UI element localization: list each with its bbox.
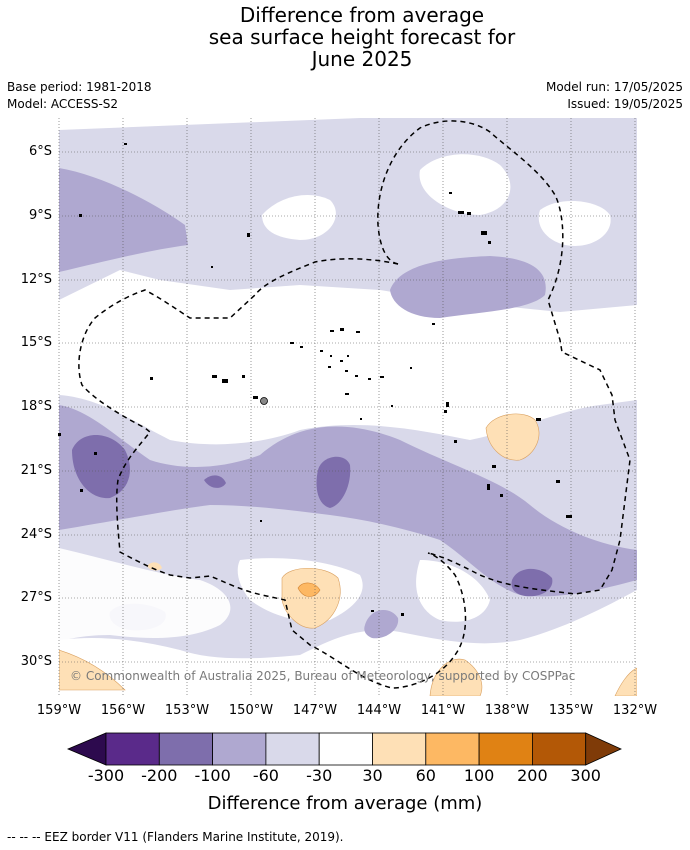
colorbar-bin-7: [425, 732, 480, 766]
contour-dark-small: [204, 475, 226, 488]
lat-label-9s: 9°S: [28, 208, 52, 223]
model-name: Model: ACCESS-S2: [7, 97, 119, 111]
base-period: Base period: 1981-2018: [7, 80, 152, 94]
contour-white-band: [59, 298, 637, 420]
title-line-2: sea surface height forecast for: [208, 25, 516, 49]
map-title: Difference from average sea surface heig…: [0, 4, 690, 70]
contour-white-right: [538, 200, 611, 246]
lon-label-132w: 132°W: [612, 703, 658, 718]
lon-label-141w: 141°W: [420, 703, 466, 718]
contour-white-lower-left: [59, 548, 231, 642]
lat-label-15s: 15°S: [20, 335, 52, 350]
contour-positive-small: [147, 562, 162, 571]
anomaly-field: [59, 118, 637, 696]
colorbar-label-m200: -200: [141, 766, 178, 785]
contour-dark-center: [316, 456, 351, 508]
colorbar-bin-5: [318, 732, 373, 766]
colorbar-label-100: 100: [463, 766, 495, 785]
colorbar-label-m100: -100: [194, 766, 231, 785]
lat-label-27s: 27°S: [20, 590, 52, 605]
colorbar-label-m30: -30: [306, 766, 333, 785]
contour-medium-bottom: [59, 405, 637, 597]
model-run: Model run: 17/05/2025: [545, 80, 683, 94]
meta-left: Base period: 1981-2018 Model: ACCESS-S2: [7, 79, 152, 113]
colorbar-title: Difference from average (mm): [207, 793, 483, 814]
colorbar-bin-3: [212, 732, 267, 766]
lat-label-12s: 12°S: [20, 272, 52, 287]
colorbar-bin-6: [372, 732, 427, 766]
copyright-notice: © Commonwealth of Australia 2025, Bureau…: [70, 669, 576, 683]
lon-label-153w: 153°W: [164, 703, 210, 718]
colorbar-bin-9: [532, 732, 587, 766]
contour-positive-se: [614, 667, 637, 696]
lon-label-144w: 144°W: [356, 703, 402, 718]
contour-medium-s: [364, 609, 399, 639]
lon-label-135w: 135°W: [548, 703, 594, 718]
contour-white-top: [262, 195, 336, 240]
contour-medium-top-left: [59, 168, 188, 272]
contour-positive-east: [485, 413, 540, 461]
colorbar-bin-1: [105, 732, 160, 766]
lon-label-156w: 156°W: [100, 703, 146, 718]
islands: [58, 143, 572, 616]
lon-label-150w: 150°W: [228, 703, 274, 718]
colorbar-label-60: 60: [415, 766, 436, 785]
title-line-1: Difference from average: [239, 3, 485, 27]
colorbar-bin-4: [265, 732, 320, 766]
lat-label-30s: 30°S: [20, 654, 52, 669]
contour-positive-south: [429, 658, 483, 696]
title-line-3: June 2025: [311, 47, 413, 71]
colorbar-label-m300: -300: [87, 766, 125, 785]
colorbar: [66, 732, 622, 766]
colorbar-bin-8: [478, 732, 533, 766]
colorbar-label-200: 200: [517, 766, 548, 785]
contour-dark-west: [72, 435, 130, 499]
lon-label-159w: 159°W: [36, 703, 82, 718]
lon-label-147w: 147°W: [292, 703, 338, 718]
lat-label-24s: 24°S: [20, 527, 52, 542]
colorbar-label-300: 300: [570, 766, 601, 785]
eez-legend-note: -- -- -- EEZ border V11 (Flanders Marine…: [7, 830, 344, 844]
contour-white-lower-right: [416, 560, 490, 622]
eez-border: [78, 120, 631, 689]
colorbar-extend-max: [585, 732, 622, 766]
colorbar-extend-min: [66, 732, 107, 766]
lon-label-138w: 138°W: [484, 703, 530, 718]
issued-date: Issued: 19/05/2025: [567, 97, 683, 111]
grid-lines: [58, 118, 637, 696]
colorbar-bin-2: [158, 732, 214, 766]
contour-white-top-right: [419, 154, 511, 215]
colorbar-label-30: 30: [362, 766, 383, 785]
lat-label-6s: 6°S: [28, 144, 52, 159]
lat-label-18s: 18°S: [20, 399, 52, 414]
meta-right: Model run: 17/05/2025 Issued: 19/05/2025: [546, 79, 683, 113]
contour-positive-center-strong: [297, 582, 321, 597]
colorbar-label-m60: -60: [252, 766, 279, 785]
lat-label-21s: 21°S: [20, 463, 52, 478]
contour-positive-sw: [59, 649, 126, 691]
